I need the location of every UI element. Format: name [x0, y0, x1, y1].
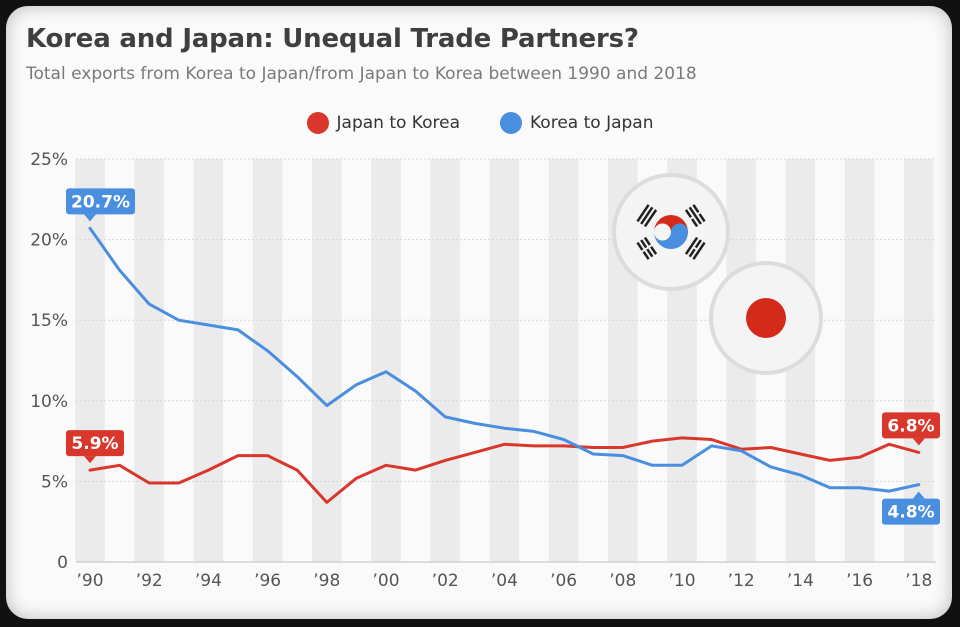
data-label-box — [882, 412, 940, 439]
data-labels: 20.7% 5.9% 6.8% 4.8% — [66, 188, 940, 525]
data-label: 4.8% — [882, 491, 940, 525]
data-label-pointer — [84, 214, 96, 222]
x-tick-label: ’94 — [195, 571, 222, 591]
data-label-pointer — [84, 456, 96, 464]
data-label-box — [882, 498, 940, 525]
x-tick-label: ’92 — [136, 571, 163, 591]
data-label-text: 5.9% — [71, 434, 118, 454]
series-line-japan-to-korea — [88, 436, 921, 504]
data-label-pointer — [912, 491, 925, 499]
x-axis: ’90 ’92 ’94 ’96 ’98 ’00 ’02 ’04 ’06 ’08 ’10 ’12 ’14 ’… — [76, 571, 932, 591]
y-tick-label: 0 — [57, 553, 68, 573]
x-tick-label: ’16 — [846, 571, 873, 591]
legend-marker-japan-to-korea — [306, 112, 329, 134]
x-tick-label: ’04 — [491, 571, 518, 591]
legend-item-korea-to-japan: Korea to Japan — [500, 112, 653, 134]
series-line-korea-to-japan — [88, 226, 921, 493]
background-stripe — [134, 159, 164, 562]
legend-label-japan-to-korea: Japan to Korea — [336, 113, 460, 133]
background-stripe — [844, 159, 875, 562]
background-stripe — [371, 159, 401, 562]
x-tick-label: ’00 — [372, 571, 399, 591]
x-tick-label: ’06 — [550, 571, 577, 591]
data-label: 20.7% — [66, 188, 135, 222]
y-tick-label: 20% — [30, 231, 68, 251]
background-stripe — [193, 159, 224, 562]
x-tick-label: ’18 — [905, 571, 932, 591]
x-tick-label: ’12 — [728, 571, 755, 591]
y-tick-label: 5% — [41, 472, 68, 492]
data-label-box — [66, 188, 135, 215]
data-label-text: 20.7% — [71, 192, 130, 212]
x-tick-label: ’02 — [432, 571, 459, 591]
background-stripe — [430, 159, 460, 562]
chart-title: Korea and Japan: Unequal Trade Partners? — [26, 24, 639, 54]
south-korea-flag-icon — [612, 173, 730, 291]
x-tick-label: ’90 — [76, 571, 103, 591]
data-label: 6.8% — [882, 412, 940, 446]
data-label-text: 4.8% — [887, 503, 934, 523]
data-label-pointer — [912, 438, 925, 446]
y-axis: 0 5% 10% 15% 20% 25% — [30, 150, 68, 573]
series-lines — [88, 226, 921, 504]
background-stripe — [489, 159, 520, 562]
data-label-text: 6.8% — [887, 416, 934, 436]
x-tick-label: ’10 — [668, 571, 695, 591]
background-stripes — [75, 159, 934, 562]
x-tick-label: ’14 — [787, 571, 814, 591]
y-tick-label: 25% — [30, 150, 68, 170]
legend-label-korea-to-japan: Korea to Japan — [530, 113, 654, 133]
chart-legend: Japan to Korea Korea to Japan — [0, 112, 960, 134]
x-tick-label: ’98 — [313, 571, 340, 591]
x-tick-label: ’96 — [254, 571, 281, 591]
chart-subtitle: Total exports from Korea to Japan/from J… — [26, 64, 697, 84]
data-label-box — [66, 430, 124, 457]
legend-marker-korea-to-japan — [500, 112, 522, 134]
x-tick-label: ’08 — [609, 571, 636, 591]
background-stripe — [548, 159, 579, 562]
legend-item-japan-to-korea: Japan to Korea — [306, 112, 460, 134]
japan-flag-icon — [709, 261, 823, 375]
data-label: 5.9% — [66, 430, 124, 464]
y-tick-label: 10% — [30, 392, 68, 412]
y-tick-label: 15% — [30, 311, 68, 331]
background-stripe — [75, 159, 105, 562]
